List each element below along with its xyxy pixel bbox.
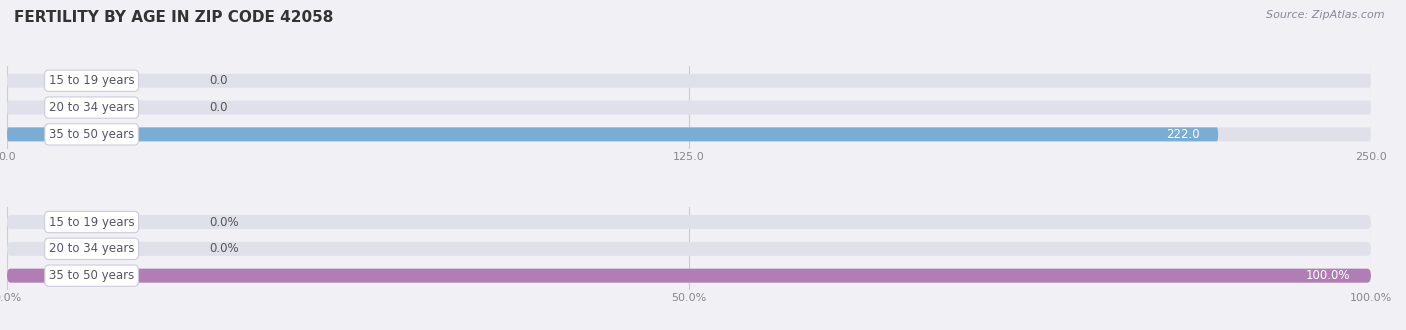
FancyBboxPatch shape xyxy=(7,127,1371,141)
FancyBboxPatch shape xyxy=(7,242,1371,256)
Text: 35 to 50 years: 35 to 50 years xyxy=(49,128,134,141)
FancyBboxPatch shape xyxy=(7,269,1371,282)
FancyBboxPatch shape xyxy=(7,74,1371,88)
Text: 0.0: 0.0 xyxy=(209,101,228,114)
Text: 100.0%: 100.0% xyxy=(1306,269,1350,282)
Text: 15 to 19 years: 15 to 19 years xyxy=(49,215,135,229)
Text: 0.0%: 0.0% xyxy=(209,242,239,255)
Text: 20 to 34 years: 20 to 34 years xyxy=(49,101,135,114)
Text: FERTILITY BY AGE IN ZIP CODE 42058: FERTILITY BY AGE IN ZIP CODE 42058 xyxy=(14,10,333,25)
FancyBboxPatch shape xyxy=(7,215,1371,229)
Text: 20 to 34 years: 20 to 34 years xyxy=(49,242,135,255)
Text: Source: ZipAtlas.com: Source: ZipAtlas.com xyxy=(1267,10,1385,20)
FancyBboxPatch shape xyxy=(7,101,1371,115)
Text: 222.0: 222.0 xyxy=(1167,128,1199,141)
Text: 15 to 19 years: 15 to 19 years xyxy=(49,74,135,87)
Text: 35 to 50 years: 35 to 50 years xyxy=(49,269,134,282)
Text: 0.0: 0.0 xyxy=(209,74,228,87)
FancyBboxPatch shape xyxy=(7,127,1218,141)
Text: 0.0%: 0.0% xyxy=(209,215,239,229)
FancyBboxPatch shape xyxy=(7,269,1371,282)
